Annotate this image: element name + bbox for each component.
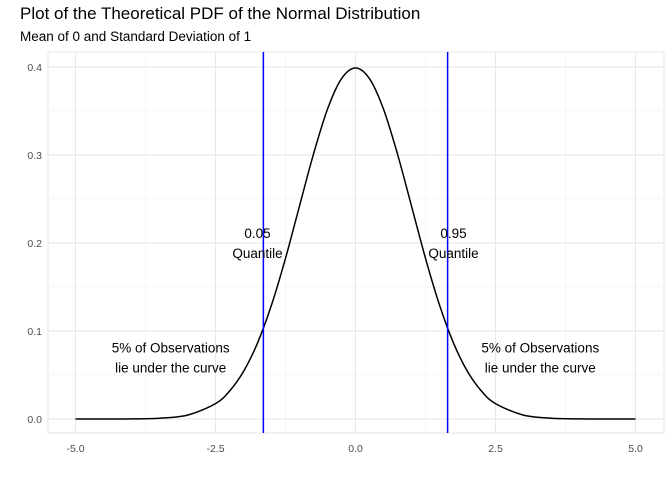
annotation-text: lie under the curve [485, 360, 596, 375]
annotation-text: lie under the curve [115, 360, 226, 375]
x-tick-label: -2.5 [206, 443, 224, 455]
chart-title: Plot of the Theoretical PDF of the Norma… [20, 4, 421, 23]
annotation-text: 0.05 [244, 226, 270, 241]
x-tick-label: -5.0 [66, 443, 84, 455]
annotation-text: 5% of Observations [481, 340, 599, 355]
y-tick-label: 0.3 [27, 150, 42, 162]
annotation-text: Quantile [428, 246, 478, 261]
x-tick-label: 0.0 [348, 443, 363, 455]
annotation-text: Quantile [232, 246, 282, 261]
x-tick-label: 5.0 [628, 443, 643, 455]
y-tick-label: 0.4 [27, 62, 42, 74]
pdf-curve [75, 67, 636, 420]
annotation-text: 5% of Observations [112, 340, 230, 355]
plot-panel [47, 51, 665, 434]
y-tick-label: 0.0 [27, 414, 42, 426]
x-tick-label: 2.5 [488, 443, 503, 455]
y-tick-label: 0.1 [27, 326, 42, 338]
y-tick-label: 0.2 [27, 238, 42, 250]
chart-subtitle: Mean of 0 and Standard Deviation of 1 [20, 29, 252, 44]
annotation-text: 0.95 [440, 226, 466, 241]
